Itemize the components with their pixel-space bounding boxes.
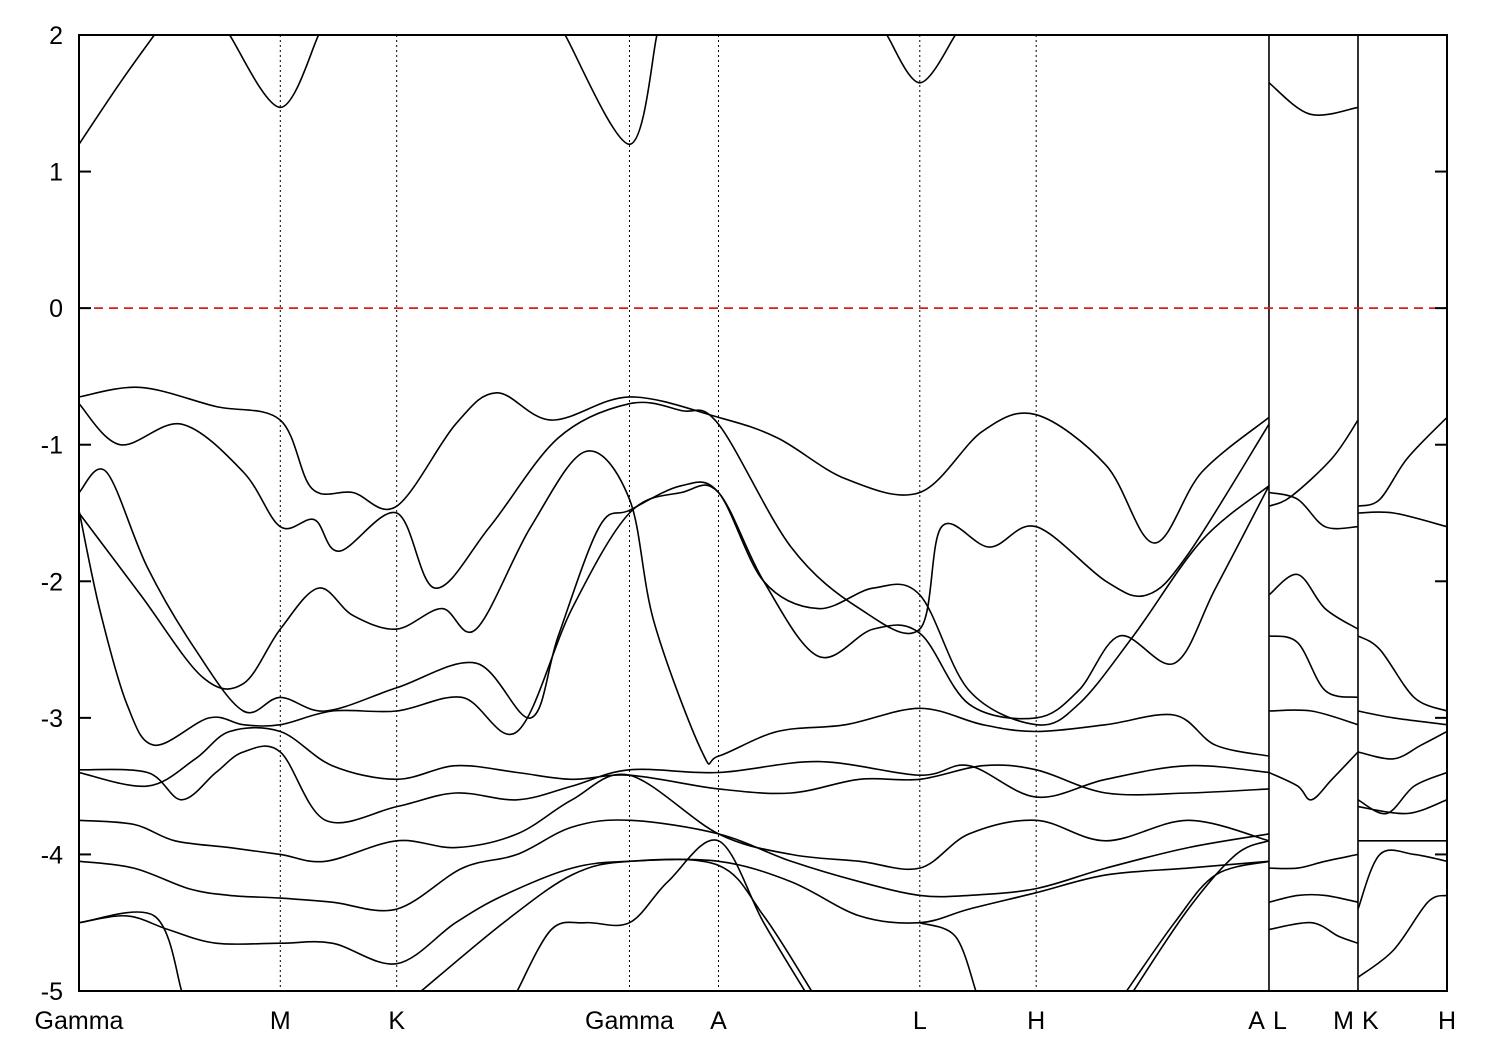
- band-line-5: [79, 386, 1270, 544]
- band-line-27: [1268, 853, 1359, 870]
- band-line-12: [79, 773, 1270, 871]
- band-line-24: [1268, 635, 1359, 699]
- band-line-21: [1268, 491, 1359, 530]
- band-line-0: [79, 35, 155, 145]
- y-tick-label-1: 1: [49, 159, 63, 187]
- band-line-3: [886, 35, 957, 84]
- band-line-13: [79, 819, 1270, 912]
- x-kpoint-label-1: M: [270, 1007, 291, 1035]
- x-kpoint-label-2: K: [388, 1007, 405, 1035]
- y-tick-label-3: -1: [41, 432, 63, 460]
- y-tick-label-5: -3: [41, 705, 63, 733]
- band-line-2: [564, 35, 658, 146]
- band-line-28: [1268, 893, 1359, 903]
- band-line-10: [79, 745, 1270, 824]
- band-line-4: [1268, 82, 1359, 116]
- y-tick-label-2: 0: [49, 295, 63, 323]
- band-line-29: [1268, 921, 1359, 944]
- band-line-38: [1357, 849, 1447, 910]
- band-line-20: [1132, 840, 1270, 991]
- band-line-8: [79, 450, 1270, 765]
- band-line-15: [79, 911, 183, 991]
- band-line-25: [1268, 709, 1359, 726]
- band-line-17: [516, 839, 806, 991]
- band-line-33: [1357, 710, 1447, 726]
- x-kpoint-label-4: A: [710, 1007, 727, 1035]
- band-line-9: [79, 484, 1270, 747]
- x-kpoint-label-3: Gamma: [585, 1007, 674, 1035]
- x-kpoint-label-0: Gamma: [35, 1007, 124, 1035]
- band-line-36: [1357, 799, 1447, 815]
- band-line-11: [79, 726, 1270, 796]
- band-line-35: [1357, 771, 1447, 815]
- band-line-26: [1268, 751, 1359, 801]
- band-line-32: [1357, 635, 1447, 712]
- x-kpoint-label-8: L: [1273, 1007, 1287, 1035]
- band-line-6: [79, 401, 1270, 635]
- band-line-22: [1268, 419, 1359, 507]
- x-kpoint-label-10: K: [1362, 1007, 1379, 1035]
- y-tick-label-0: 2: [49, 22, 63, 50]
- band-line-16: [420, 858, 813, 991]
- band-line-1: [228, 35, 320, 109]
- bands-layer: [79, 35, 1447, 991]
- band-line-19: [1125, 860, 1270, 991]
- band-line-23: [1268, 573, 1359, 630]
- band-line-39: [1357, 894, 1447, 978]
- plot-frame: [78, 34, 1448, 992]
- x-kpoint-label-9: M: [1333, 1007, 1354, 1035]
- x-kpoint-label-6: H: [1027, 1007, 1045, 1035]
- x-kpoint-label-5: L: [913, 1007, 927, 1035]
- grid-layer: [79, 35, 1447, 991]
- y-tick-label-4: -2: [41, 568, 63, 596]
- band-line-31: [1357, 511, 1447, 528]
- band-line-18: [919, 921, 977, 991]
- x-kpoint-label-11: H: [1438, 1007, 1456, 1035]
- y-tick-label-7: -5: [41, 978, 63, 1006]
- band-line-7: [79, 468, 1270, 726]
- band-line-34: [1357, 730, 1447, 760]
- x-kpoint-label-7: A: [1248, 1007, 1265, 1035]
- band-line-30: [1357, 416, 1447, 507]
- y-tick-label-6: -4: [41, 841, 63, 869]
